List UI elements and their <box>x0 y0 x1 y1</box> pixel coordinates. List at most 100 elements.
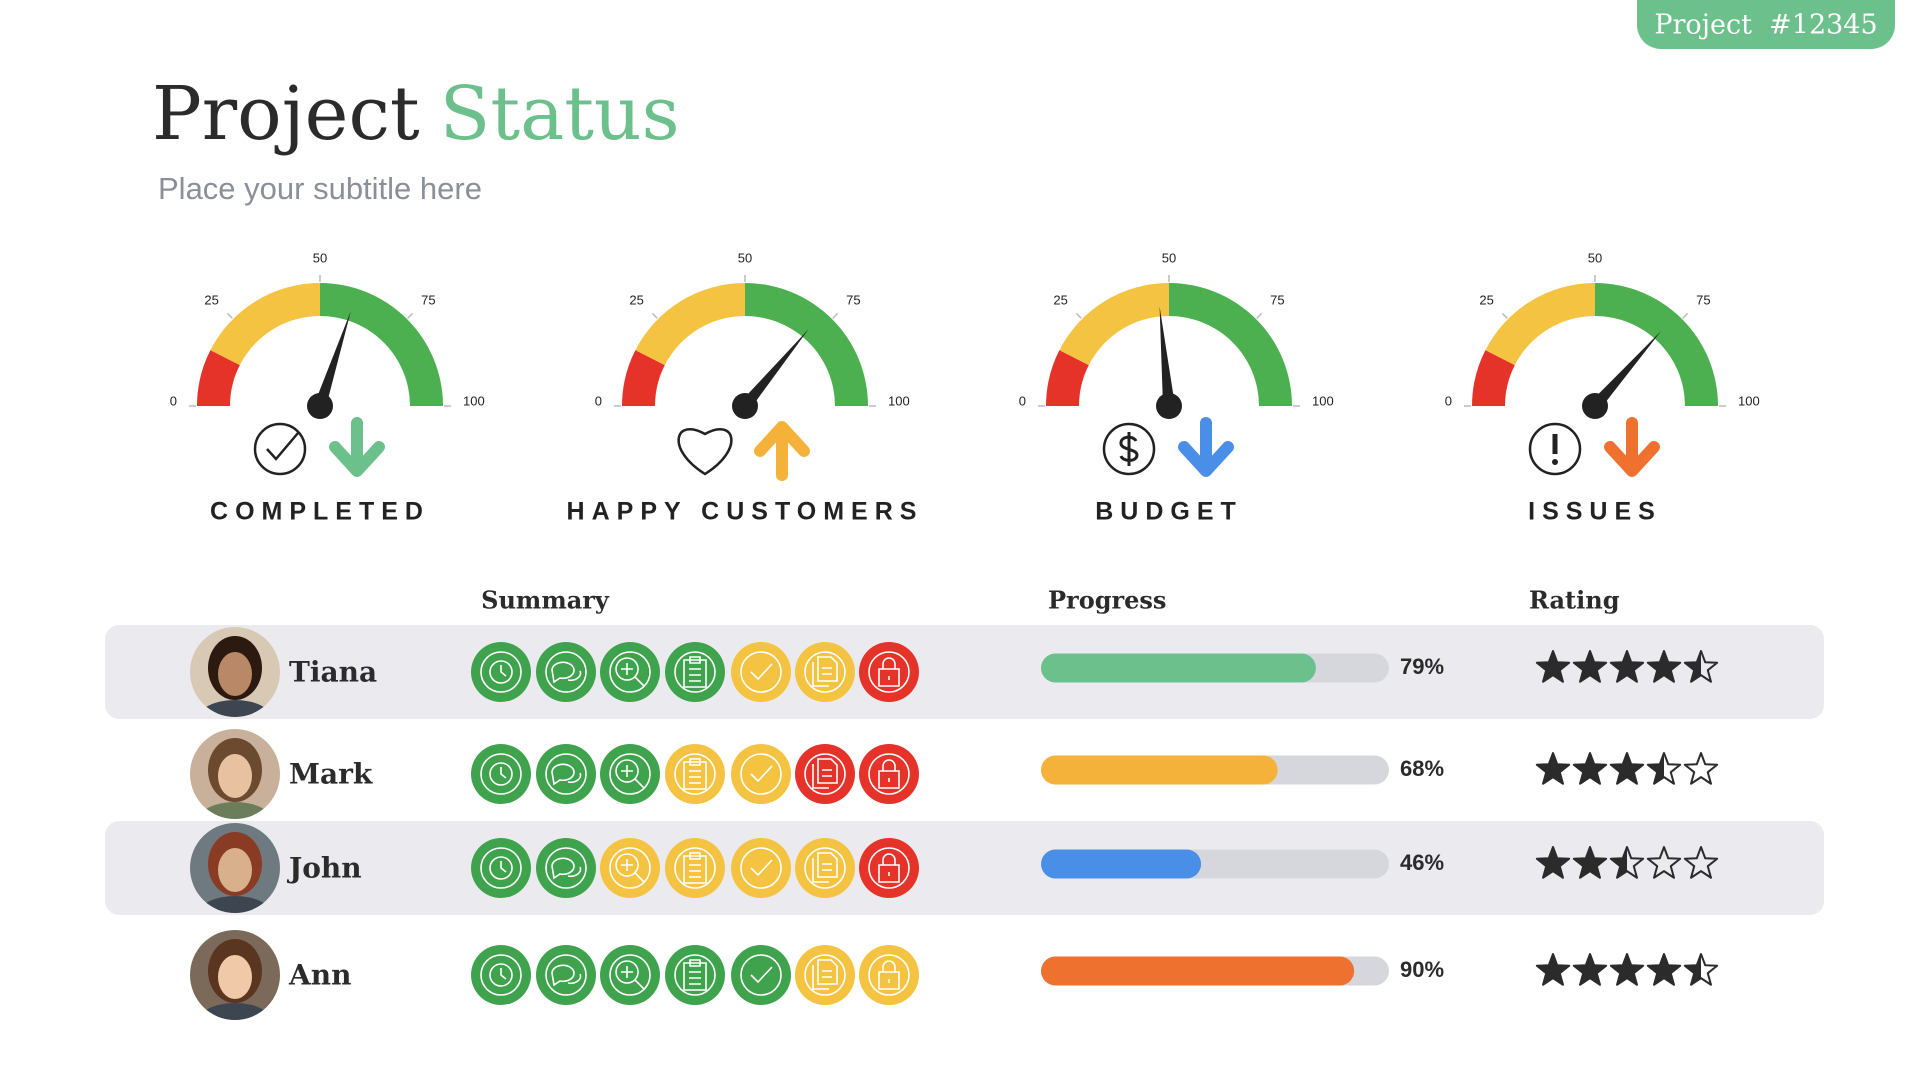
gauge-tick-label: 0 <box>595 393 602 408</box>
status-icon <box>536 838 596 898</box>
gauge-tick <box>1501 312 1508 319</box>
gauge-tick-label: 0 <box>170 393 177 408</box>
star-outline <box>1535 752 1571 785</box>
status-circle <box>859 945 919 1005</box>
person-name: John <box>286 852 362 885</box>
badge: Project #12345 <box>1637 0 1895 49</box>
title-second: Status <box>440 71 680 157</box>
icon-inner-ring <box>480 651 522 693</box>
status-icon <box>795 838 855 898</box>
status-circle <box>665 642 725 702</box>
status-circle <box>731 642 791 702</box>
gauge-tick-label: 50 <box>313 250 327 265</box>
glyph-check <box>750 663 773 681</box>
star-outline <box>1646 953 1682 986</box>
icon-ring <box>1102 422 1156 476</box>
glyph-lock <box>878 853 900 883</box>
status-icon <box>600 744 660 804</box>
glyph-lock <box>878 960 900 990</box>
star-outline <box>1683 846 1719 879</box>
trend-arrow <box>1178 417 1234 477</box>
progress-bar <box>1041 653 1316 683</box>
gauge-tick <box>226 312 233 319</box>
glyph-lock <box>878 759 900 789</box>
status-circle <box>859 744 919 804</box>
person-name: Mark <box>289 758 373 791</box>
icon-inner-ring <box>868 847 910 889</box>
gauges: 0 25 50 75 100 COMPLETED 0 25 50 75 100 HAPPY CUSTO… <box>170 250 1760 525</box>
icon-inner-ring <box>480 847 522 889</box>
gauge-tick-label: 50 <box>1588 250 1602 265</box>
gauge-tick-label: 75 <box>1696 292 1710 307</box>
star-outline <box>1535 846 1571 879</box>
header-progress: Progress <box>1048 586 1166 615</box>
star-outline <box>1609 953 1645 986</box>
icon-inner-ring <box>740 847 782 889</box>
status-icon <box>665 642 725 702</box>
progress-bar <box>1041 849 1202 879</box>
star-fill <box>1683 650 1701 683</box>
icon-inner-ring <box>674 954 716 996</box>
gauge-tick-label: 75 <box>421 292 435 307</box>
icon-inner-ring <box>804 847 846 889</box>
glyph-clock <box>489 856 513 880</box>
header-summary: Summary <box>481 586 610 615</box>
icon-ring <box>253 422 307 476</box>
icon-inner-ring <box>674 847 716 889</box>
icon-inner-ring <box>804 651 846 693</box>
gauge-tick-label: 50 <box>1162 250 1176 265</box>
star-outline <box>1683 953 1719 986</box>
icon-inner-ring <box>868 954 910 996</box>
header-rating: Rating <box>1529 586 1620 615</box>
status-icon <box>600 838 660 898</box>
avatar <box>190 627 280 717</box>
star-fill <box>1609 650 1645 683</box>
glyph-clock-hands <box>500 767 507 779</box>
star-fill <box>1535 846 1571 879</box>
glyph-lock <box>878 657 900 687</box>
glyph-check <box>750 966 773 984</box>
star-outline <box>1646 650 1682 683</box>
gauge-tick-label: 25 <box>1053 292 1067 307</box>
icon-inner-ring <box>868 753 910 795</box>
icon-inner-ring <box>609 954 651 996</box>
star-fill <box>1535 650 1571 683</box>
gauge-tick <box>832 312 839 319</box>
gauge-zone <box>1046 350 1089 406</box>
status-icon <box>536 945 596 1005</box>
gauge: 0 25 50 75 100 COMPLETED <box>170 250 485 525</box>
status-icon <box>859 945 919 1005</box>
avatar-shoulders <box>197 802 273 819</box>
star-outline <box>1535 953 1571 986</box>
star-fill <box>1609 953 1645 986</box>
glyph-clock-hands <box>500 968 507 980</box>
gauge-label: ISSUES <box>1528 498 1662 526</box>
progress-label: 90% <box>1400 957 1444 982</box>
glyph-zoom <box>615 853 645 883</box>
glyph-zoom <box>615 960 645 990</box>
status-circle <box>600 945 660 1005</box>
trend-arrow <box>329 417 385 477</box>
gauge-label: HAPPY CUSTOMERS <box>567 498 924 526</box>
avatar <box>190 823 280 913</box>
badge-text: Project #12345 <box>1654 10 1877 41</box>
gauge-zone <box>622 350 665 406</box>
star-outline <box>1683 752 1719 785</box>
glyph-chat <box>551 763 582 786</box>
gauge-tick-label: 0 <box>1019 393 1026 408</box>
status-circle <box>600 642 660 702</box>
status-circle <box>859 642 919 702</box>
person-name: Tiana <box>289 656 377 689</box>
gauge-zone <box>635 283 745 366</box>
gauge-hub <box>307 393 333 419</box>
status-circle <box>731 744 791 804</box>
status-icon <box>731 744 791 804</box>
gauge-hub <box>1582 393 1608 419</box>
status-icon <box>471 642 531 702</box>
progress-bar <box>1041 755 1278 785</box>
icon-check <box>266 432 299 461</box>
status-circle <box>731 945 791 1005</box>
glyph-clipboard <box>683 758 707 790</box>
